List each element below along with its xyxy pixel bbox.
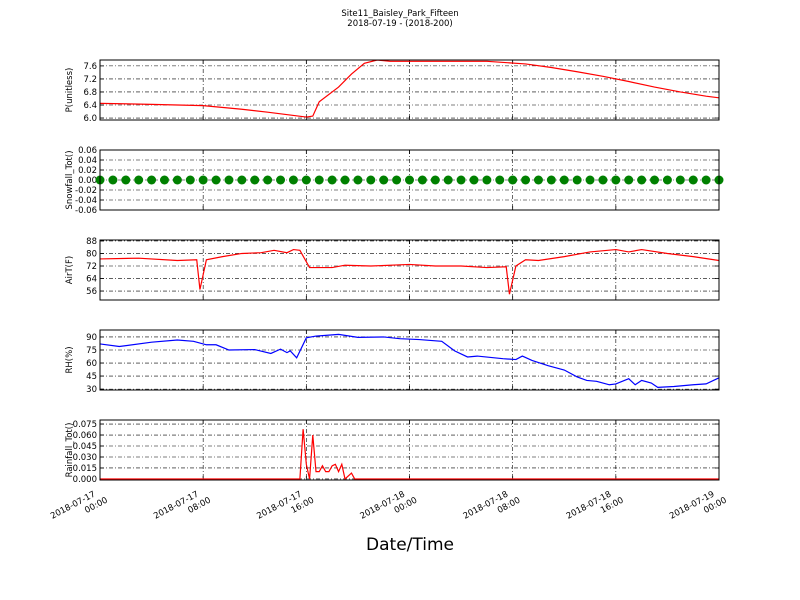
data-point	[572, 175, 582, 185]
y-axis-label: Rainfall_Tot()	[65, 423, 75, 478]
data-point	[688, 175, 698, 185]
data-point	[108, 175, 118, 185]
data-point	[392, 175, 402, 185]
y-tick-label: -0.06	[75, 206, 97, 216]
y-tick-label: 80	[86, 249, 97, 259]
plot-frame	[99, 419, 720, 481]
data-point	[198, 175, 208, 185]
y-tick-label: 90	[86, 333, 97, 343]
data-point	[237, 175, 247, 185]
data-point	[263, 175, 273, 185]
y-tick-label: -0.02	[75, 186, 97, 196]
y-tick-label: 6.8	[83, 88, 97, 98]
data-point	[624, 175, 634, 185]
data-point	[276, 175, 286, 185]
y-tick-label: 0.045	[73, 442, 97, 452]
y-tick-label: 45	[86, 372, 97, 382]
plot-frame	[99, 149, 720, 211]
y-tick-label: 0.02	[78, 166, 97, 176]
plot-frame	[99, 329, 720, 391]
data-point	[405, 175, 414, 185]
data-line	[100, 60, 719, 118]
data-point	[121, 175, 131, 185]
data-point	[637, 175, 647, 185]
data-point	[559, 175, 569, 185]
data-point	[379, 175, 389, 185]
y-axis-label: P(unitless)	[65, 68, 75, 113]
data-point	[650, 175, 660, 185]
x-axis-label: Date/Time	[366, 535, 454, 555]
data-point	[147, 175, 157, 185]
data-point	[185, 175, 195, 185]
y-tick-label: 0.030	[73, 453, 97, 463]
data-point	[417, 175, 427, 185]
data-point	[327, 175, 337, 185]
plot-frame	[99, 59, 720, 121]
data-point	[482, 175, 492, 185]
data-point	[340, 175, 350, 185]
y-tick-label: -0.04	[75, 196, 97, 206]
data-point	[546, 175, 556, 185]
data-point	[211, 175, 221, 185]
data-point	[430, 175, 440, 185]
data-point	[585, 175, 595, 185]
y-tick-label: 56	[86, 287, 97, 297]
y-tick-label: 0.060	[73, 431, 97, 441]
y-axis-label: Snowfall_Tot()	[65, 150, 75, 209]
y-tick-label: 0.075	[73, 420, 97, 430]
chart-subtitle: 2018-07-19 - (2018-200)	[347, 19, 452, 29]
y-tick-label: 72	[86, 262, 97, 272]
data-point	[443, 175, 453, 185]
y-tick-label: 0.04	[78, 156, 97, 166]
y-tick-label: 0.000	[73, 475, 97, 485]
data-point	[675, 175, 685, 185]
y-tick-label: 75	[86, 346, 97, 356]
data-line	[100, 248, 719, 295]
data-point	[172, 175, 182, 185]
data-point	[521, 175, 531, 185]
y-tick-label: 6.4	[83, 101, 97, 111]
y-tick-label: 7.2	[83, 75, 97, 85]
y-tick-label: 64	[86, 275, 97, 285]
chart-title: Site11_Baisley_Park_Fifteen	[341, 9, 458, 19]
data-line	[100, 429, 719, 480]
y-tick-label: 0.015	[73, 464, 97, 474]
data-point	[353, 175, 363, 185]
y-tick-label: 7.6	[83, 62, 97, 72]
y-tick-label: 88	[86, 237, 97, 247]
data-point	[701, 175, 711, 185]
data-point	[508, 175, 518, 185]
data-point	[301, 175, 311, 185]
data-point	[159, 175, 169, 185]
data-point	[662, 175, 672, 185]
data-point	[533, 175, 543, 185]
data-point	[469, 175, 479, 185]
data-point	[288, 175, 298, 185]
y-axis-label: RH(%)	[65, 346, 75, 373]
data-point	[134, 175, 144, 185]
y-tick-label: 30	[86, 385, 97, 395]
data-line	[100, 333, 719, 388]
plot-frame	[99, 239, 720, 301]
data-point	[611, 175, 621, 185]
y-tick-label: 60	[86, 359, 97, 369]
data-point	[456, 175, 466, 185]
y-tick-label: 6.0	[83, 114, 97, 124]
data-point	[250, 175, 260, 185]
data-point	[366, 175, 376, 185]
y-tick-label: 0.00	[78, 176, 97, 186]
data-point	[495, 175, 505, 185]
data-point	[314, 175, 324, 185]
y-axis-label: AirT(F)	[65, 256, 75, 284]
data-point	[598, 175, 608, 185]
y-tick-label: 0.06	[78, 146, 97, 156]
data-point	[224, 175, 234, 185]
